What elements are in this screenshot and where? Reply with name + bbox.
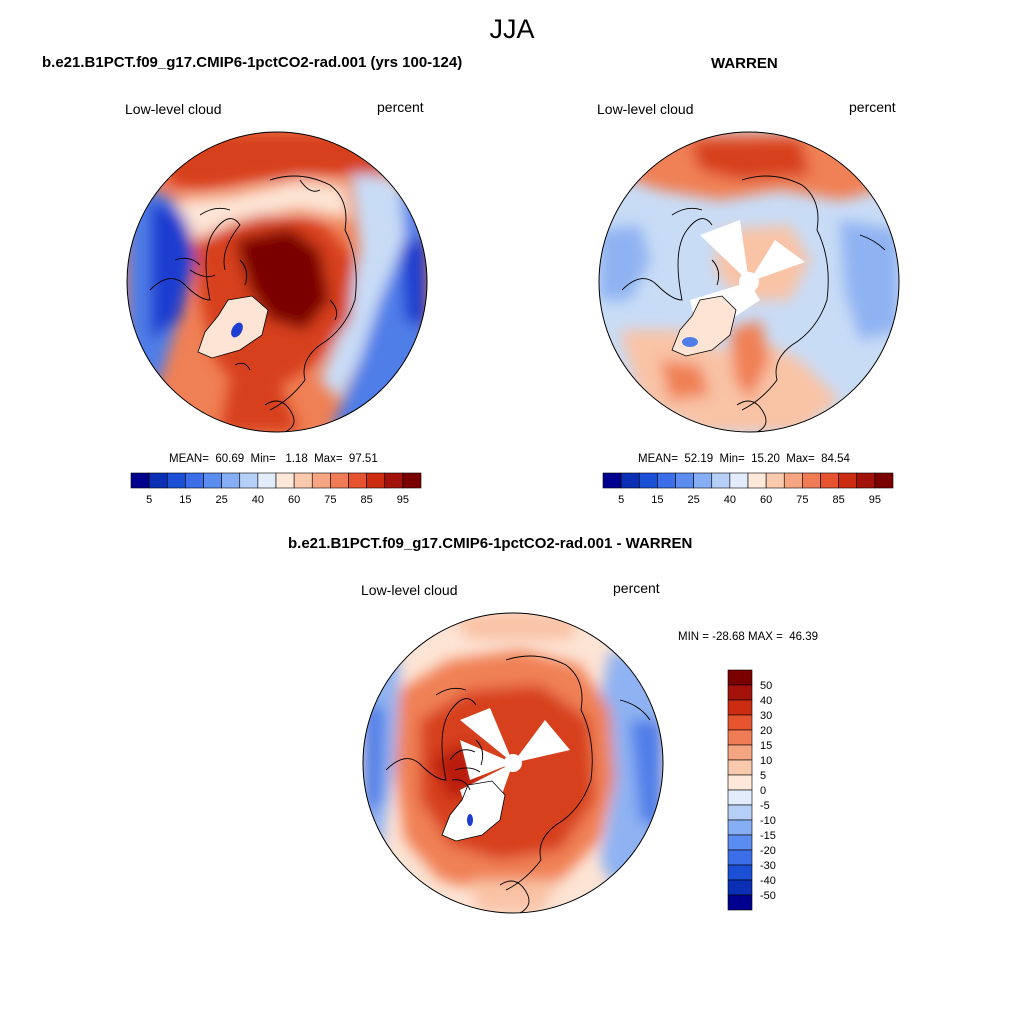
colorbar-box <box>185 472 204 489</box>
colorbar-tick-label: 85 <box>361 494 373 506</box>
colorbar-box <box>130 472 150 489</box>
colorbar-tick-label: -5 <box>760 800 770 812</box>
colorbar-tick-label: 20 <box>760 725 772 737</box>
colorbar-tick-label: 15 <box>760 740 772 752</box>
colorbar-box <box>203 472 222 489</box>
colorbar-tick-label: 0 <box>760 785 766 797</box>
colorbar-box <box>727 744 753 761</box>
colorbar-box <box>657 472 676 489</box>
panel2-map <box>598 131 900 433</box>
colorbar-box <box>727 789 753 806</box>
colorbar-box <box>675 472 694 489</box>
colorbar-tick-label: 75 <box>324 494 336 506</box>
colorbar-box <box>602 472 622 489</box>
colorbar-box <box>765 472 785 489</box>
colorbar-box <box>727 864 753 881</box>
colorbar-box <box>402 472 422 489</box>
colorbar-box <box>783 472 803 489</box>
colorbar-box <box>856 472 876 489</box>
colorbar-box <box>727 714 753 731</box>
panel3-stats: MIN = -28.68 MAX = 46.39 <box>678 631 818 643</box>
colorbar-box <box>727 759 753 776</box>
panel2-units-label: percent <box>849 99 896 115</box>
colorbar-tick-label: 95 <box>397 494 409 506</box>
colorbar-box <box>638 472 658 489</box>
colorbar-tick-label: 15 <box>179 494 191 506</box>
colorbar-tick-label: 25 <box>216 494 228 506</box>
colorbar-box <box>330 472 349 489</box>
panel1-stats: MEAN= 60.69 Min= 1.18 Max= 97.51 <box>169 453 378 465</box>
colorbar-box <box>727 819 753 836</box>
colorbar-box <box>384 472 404 489</box>
panel3-units-label: percent <box>613 580 660 596</box>
colorbar-tick-label: 60 <box>760 494 772 506</box>
colorbar-box <box>348 472 367 489</box>
panel1-map <box>126 131 428 433</box>
colorbar-tick-label: 50 <box>760 680 772 692</box>
colorbar-box <box>727 729 753 746</box>
colorbar-tick-label: -10 <box>760 815 776 827</box>
colorbar-tick-label: 15 <box>651 494 663 506</box>
colorbar-box <box>747 472 767 489</box>
colorbar-box <box>148 472 168 489</box>
colorbar-tick-label: 75 <box>796 494 808 506</box>
colorbar-box <box>727 849 753 866</box>
colorbar-box <box>727 834 753 851</box>
colorbar-box <box>257 472 277 489</box>
colorbar-tick-label: 40 <box>724 494 736 506</box>
colorbar-box <box>727 879 753 896</box>
panel1-title: b.e21.B1PCT.f09_g17.CMIP6-1pctCO2-rad.00… <box>42 54 463 71</box>
colorbar-tick-label: 40 <box>252 494 264 506</box>
figure-title: JJA <box>489 14 535 44</box>
colorbar-tick-label: 95 <box>869 494 881 506</box>
panel2-colorbar: 5 15 25 40 60 75 85 95 <box>602 472 894 506</box>
panel1-colorbar: 5 15 25 40 60 75 85 95 <box>130 472 422 506</box>
colorbar-box <box>711 472 731 489</box>
colorbar-tick-label: 5 <box>618 494 624 506</box>
colorbar-box <box>166 472 186 489</box>
colorbar-box <box>727 699 753 716</box>
panel3-title: b.e21.B1PCT.f09_g17.CMIP6-1pctCO2-rad.00… <box>288 535 693 552</box>
colorbar-tick-label: -20 <box>760 845 776 857</box>
colorbar-box <box>693 472 713 489</box>
colorbar-tick-label: 40 <box>760 695 772 707</box>
colorbar-tick-label: 25 <box>688 494 700 506</box>
colorbar-tick-label: 5 <box>760 770 766 782</box>
colorbar-tick-label: 10 <box>760 755 772 767</box>
panel3-map <box>362 612 664 914</box>
colorbar-tick-label: -15 <box>760 830 776 842</box>
panel1-variable-label: Low-level cloud <box>125 101 222 117</box>
colorbar-box <box>311 472 331 489</box>
colorbar-tick-label: 30 <box>760 710 772 722</box>
panel3-variable-label: Low-level cloud <box>361 582 458 598</box>
colorbar-tick-label: -30 <box>760 860 776 872</box>
colorbar-tick-label: -40 <box>760 875 776 887</box>
colorbar-box <box>727 804 753 821</box>
colorbar-tick-label: -50 <box>760 890 776 902</box>
colorbar-tick-label: 60 <box>288 494 300 506</box>
colorbar-box <box>366 472 386 489</box>
colorbar-box <box>727 774 753 791</box>
panel1-units-label: percent <box>377 99 424 115</box>
colorbar-box <box>275 472 295 489</box>
panel2-variable-label: Low-level cloud <box>597 101 694 117</box>
colorbar-box <box>727 684 753 701</box>
colorbar-box <box>293 472 313 489</box>
colorbar-box <box>221 472 241 489</box>
colorbar-box <box>729 472 749 489</box>
colorbar-box <box>838 472 858 489</box>
colorbar-box <box>620 472 640 489</box>
colorbar-tick-label: 85 <box>833 494 845 506</box>
panel2-title: WARREN <box>711 55 778 72</box>
colorbar-box <box>239 472 259 489</box>
colorbar-tick-label: 5 <box>146 494 152 506</box>
colorbar-box <box>727 669 753 686</box>
colorbar-box <box>727 894 753 911</box>
colorbar-box <box>874 472 894 489</box>
colorbar-box <box>802 472 821 489</box>
panel2-stats: MEAN= 52.19 Min= 15.20 Max= 84.54 <box>638 453 850 465</box>
colorbar-box <box>820 472 839 489</box>
